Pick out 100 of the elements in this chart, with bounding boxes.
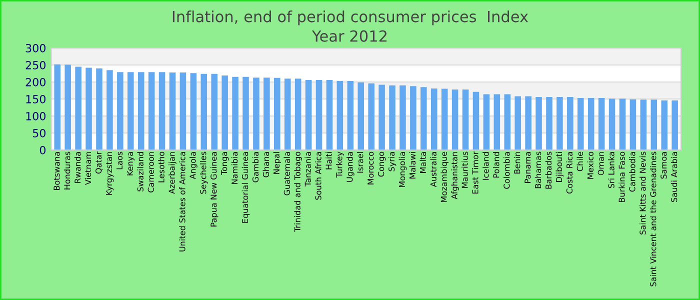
x-tick-label: Kenya <box>126 152 135 176</box>
x-tick-label: Tonga <box>221 152 229 176</box>
bar <box>410 86 416 150</box>
x-tick-label: Iceland <box>482 152 489 180</box>
x-tick-label: Saint Kitts and Nevis <box>640 152 646 234</box>
x-tick-label: Syria <box>388 152 396 172</box>
x-tick-label: Vietnam <box>84 152 92 185</box>
x-tick-label: Angola <box>190 152 198 180</box>
bar <box>253 78 260 150</box>
bar <box>556 96 563 150</box>
x-tick-label: Congo <box>378 152 386 177</box>
x-tick-label: Malta <box>420 152 426 173</box>
bar <box>86 68 92 150</box>
x-tick-label: Rwanda <box>74 152 81 183</box>
bar <box>232 76 238 150</box>
x-tick-label: United States of America <box>179 152 186 252</box>
bar <box>378 84 385 150</box>
x-tick-label: Nepal <box>273 152 282 174</box>
x-tick-label: Saudi Arabia <box>670 152 678 202</box>
x-tick-label: Panama <box>524 152 531 183</box>
bar <box>420 87 427 150</box>
x-tick-label: Ghana <box>262 152 270 178</box>
x-tick-label: Swaziland <box>137 152 144 192</box>
x-tick-label: Guatemala <box>284 152 290 196</box>
bar <box>400 85 406 150</box>
x-tick-label: Benin <box>514 152 520 174</box>
x-tick-label: Lesotho <box>158 152 164 182</box>
x-tick-label: Haiti <box>326 152 332 170</box>
bar <box>546 96 552 150</box>
bar <box>138 72 144 150</box>
y-tick-label: 150 <box>26 94 46 104</box>
x-tick-label: Mexico <box>587 152 594 179</box>
x-tick-label: Mauritius <box>462 152 468 188</box>
x-tick-label: Afghanistan <box>451 152 459 200</box>
x-tick-label: Cameroon <box>148 152 154 192</box>
bar <box>598 98 605 150</box>
x-tick-label: Israel <box>356 152 364 173</box>
x-tick-label: Barbados <box>545 152 552 189</box>
x-tick-label: Qatar <box>95 151 102 174</box>
bar <box>567 96 574 150</box>
x-tick-label: Samoa <box>660 152 667 179</box>
bar <box>96 68 102 150</box>
bar <box>525 96 532 150</box>
y-tick-label: 0 <box>40 146 46 154</box>
bar <box>64 64 71 150</box>
x-tick-label: Tanzania <box>304 152 311 186</box>
bar <box>430 88 438 150</box>
bar <box>180 72 186 150</box>
x-tick-label: Bahamas <box>534 152 542 188</box>
x-tick-label: East Timor <box>472 151 478 194</box>
bar <box>347 80 354 150</box>
bar <box>630 99 636 150</box>
bar <box>462 89 469 150</box>
bar <box>211 74 218 150</box>
x-tick-label: Namibia <box>231 152 238 184</box>
bar <box>148 72 155 150</box>
x-tick-label: Chile <box>576 152 583 172</box>
bar <box>577 98 584 150</box>
x-tick-label: Poland <box>493 152 500 178</box>
bar <box>483 94 490 150</box>
bar <box>75 66 82 150</box>
x-tick-label: Laos <box>116 152 123 170</box>
bar <box>494 94 500 150</box>
x-tick-label: Papua New Guinea <box>210 152 218 226</box>
bar <box>326 80 333 150</box>
x-tick-label: Sri Lanka <box>608 152 614 188</box>
x-tick-label: Mongolia <box>398 152 407 188</box>
bar <box>672 100 678 150</box>
bar <box>336 80 344 150</box>
y-tick-label: 50 <box>32 128 46 138</box>
x-tick-label: Burkina Faso <box>618 152 625 202</box>
bar <box>389 85 396 150</box>
bar <box>305 80 312 150</box>
bar <box>608 98 616 150</box>
x-tick-label: Mozambique <box>440 152 448 202</box>
bar <box>650 100 658 150</box>
x-tick-label: South Africa <box>315 152 322 200</box>
bar <box>536 96 542 150</box>
x-tick-label: Saint Vincent and the Grenadines <box>650 152 656 286</box>
bar <box>106 70 113 150</box>
bar <box>640 100 647 150</box>
bar <box>127 72 134 150</box>
chart-title: Inflation, end of period consumer prices Index <box>172 10 528 26</box>
bar <box>452 89 458 150</box>
x-tick-label: Trinidad and Tobago <box>294 152 302 232</box>
bar <box>588 98 594 150</box>
x-tick-label: Seychelles <box>200 152 208 194</box>
bar <box>242 76 249 150</box>
bar <box>619 98 626 150</box>
x-tick-label: Australia <box>430 152 436 187</box>
x-tick-label: Gambia <box>252 152 259 182</box>
bar <box>368 83 374 150</box>
x-tick-label: Morocco <box>368 152 374 184</box>
x-tick-label: Botswana <box>54 152 60 190</box>
bar <box>117 72 124 150</box>
bar <box>504 94 511 150</box>
x-tick-label: Costa Rica <box>566 152 573 194</box>
bar <box>264 78 270 150</box>
y-tick-label: 300 <box>26 44 46 52</box>
x-tick-label: Djibouti <box>556 152 564 182</box>
